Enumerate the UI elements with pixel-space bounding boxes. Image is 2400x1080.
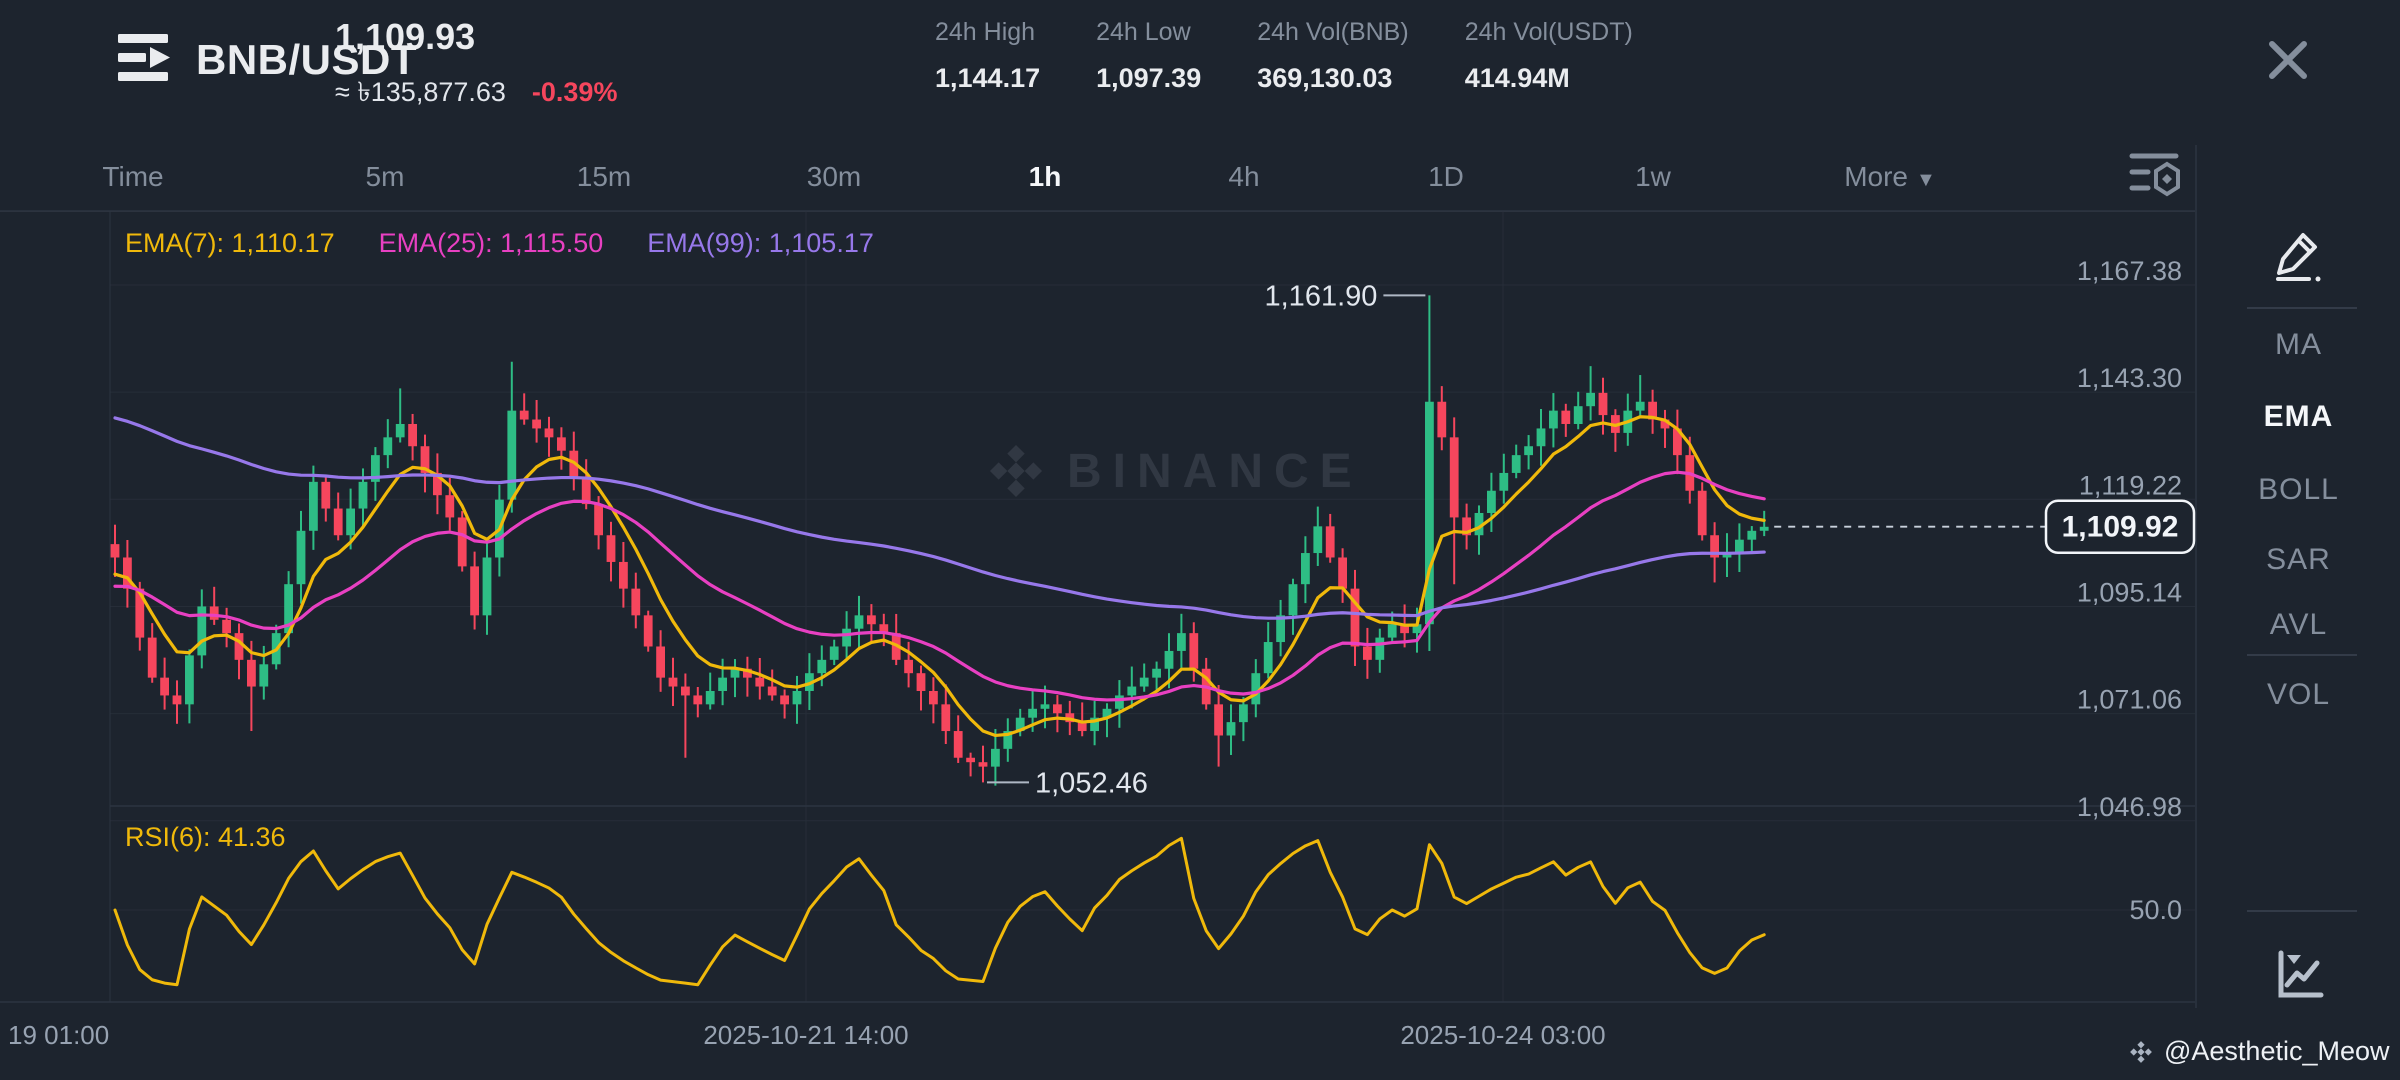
stat-0: 24h High 1,144.17 <box>935 18 1040 94</box>
stat-1: 24h Low 1,097.39 <box>1096 18 1201 94</box>
tab-1d[interactable]: 1D <box>1428 160 1464 192</box>
fiat-value: ≈ ৳135,877.63 <box>335 77 506 107</box>
chevron-down-icon: ▼ <box>1916 168 1936 191</box>
sidebar-item-boll[interactable]: BOLL <box>2258 473 2339 506</box>
tab-1w[interactable]: 1w <box>1635 160 1671 192</box>
stat-label: 24h High <box>935 18 1036 46</box>
tab-15m[interactable]: 15m <box>576 160 632 192</box>
stat-3: 24h Vol(USDT) 414.94M <box>1465 18 1633 94</box>
tab-time[interactable]: Time <box>102 160 164 192</box>
stat-2: 24h Vol(BNB) 369,130.03 <box>1257 18 1408 94</box>
binance-logo-icon <box>2130 1040 2152 1063</box>
credit-watermark: @Aesthetic_Meow <box>2128 1036 2390 1067</box>
header: BNB/USDT 1,109.93 ≈ ৳135,877.63 -0.39% 2… <box>0 0 2400 140</box>
legend-item-1: EMA(25): 1,115.50 <box>378 228 604 258</box>
indicator-settings-icon[interactable] <box>2126 146 2190 206</box>
legend-item-2: EMA(99): 1,105.17 <box>647 228 874 258</box>
sidebar-item-sar[interactable]: SAR <box>2266 543 2331 576</box>
tab-more[interactable]: More ▼ <box>1844 160 1936 192</box>
svg-text:2025-10-24 03:00: 2025-10-24 03:00 <box>1400 1020 1605 1050</box>
svg-text:2025-10-21 14:00: 2025-10-21 14:00 <box>703 1020 908 1050</box>
stat-label: 24h Low <box>1096 18 1191 46</box>
legend-item-0: EMA(7): 1,110.17 <box>125 228 335 258</box>
price-block: 1,109.93 ≈ ৳135,877.63 -0.39% <box>335 16 617 117</box>
change-percent: -0.39% <box>531 77 618 107</box>
credit-text: @Aesthetic_Meow <box>2164 1036 2390 1066</box>
ticker-stats: 24h High 1,144.17 24h Low 1,097.39 24h Vol… <box>935 18 1633 94</box>
stat-label: 24h Vol(USDT) <box>1464 18 1633 46</box>
sidebar-item-avl[interactable]: AVL <box>2269 608 2328 641</box>
tab-30m[interactable]: 30m <box>806 160 862 192</box>
stat-value: 369,130.03 <box>1257 63 1393 93</box>
draw-pencil-icon[interactable] <box>2273 227 2325 283</box>
timeframe-tabs: Time 5m 15m 30m 1h 4h 1D 1w More ▼ <box>0 142 2195 212</box>
rsi-legend: RSI(6): 41.36 <box>125 822 286 852</box>
svg-text:19 01:00: 19 01:00 <box>8 1020 109 1050</box>
stat-value: 1,097.39 <box>1096 63 1202 93</box>
tab-5m[interactable]: 5m <box>365 160 405 192</box>
sidebar-item-ema[interactable]: EMA <box>2263 400 2334 433</box>
sidebar-item-vol[interactable]: VOL <box>2266 678 2331 711</box>
chart-style-icon[interactable] <box>2271 947 2327 1003</box>
ema-legend: EMA(7): 1,110.17 EMA(25): 1,115.50 EMA(99)… <box>125 228 874 259</box>
stat-value: 414.94M <box>1464 63 1570 93</box>
indicator-sidebar: MA EMA BOLL SAR AVL VOL <box>2197 140 2400 1020</box>
pair-title: BNB/USDT <box>196 36 417 83</box>
pair-menu-icon[interactable] <box>116 28 172 88</box>
tab-1h[interactable]: 1h <box>1028 160 1062 192</box>
sidebar-item-ma[interactable]: MA <box>2275 328 2322 361</box>
stat-label: 24h Vol(BNB) <box>1257 18 1409 46</box>
stat-value: 1,144.17 <box>935 63 1041 93</box>
close-icon[interactable] <box>2262 34 2314 86</box>
tab-4h[interactable]: 4h <box>1228 160 1260 192</box>
last-price: 1,109.93 <box>335 16 476 57</box>
chart-canvas[interactable] <box>110 211 2195 1002</box>
